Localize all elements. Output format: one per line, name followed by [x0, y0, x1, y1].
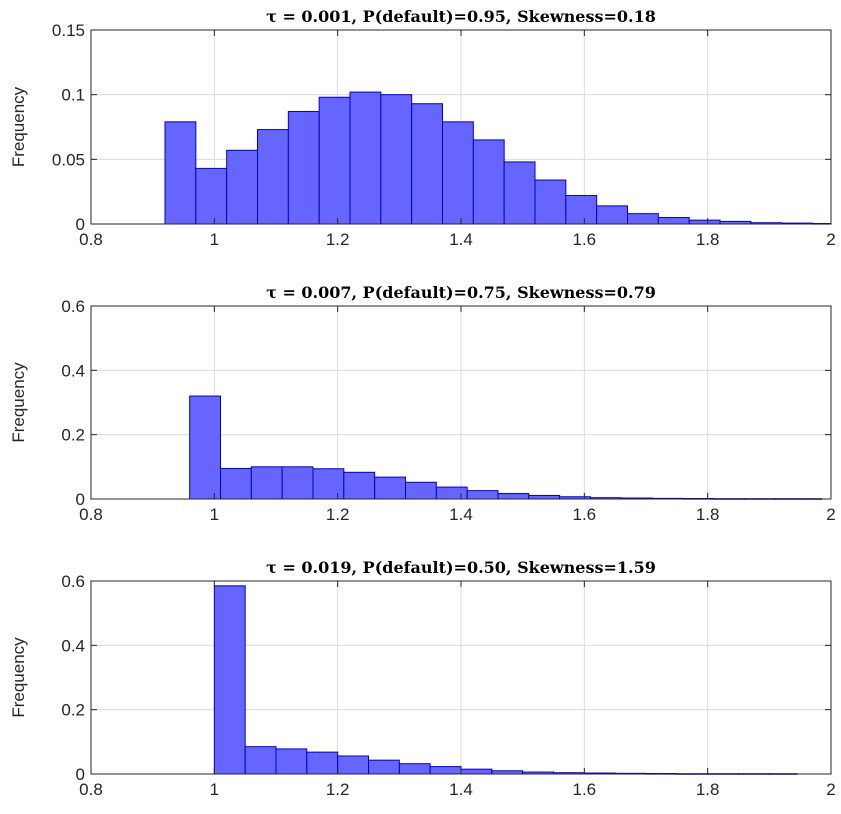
histogram-bar — [258, 130, 289, 224]
histogram-bar — [689, 220, 720, 224]
y-axis-label: Frequency — [9, 362, 28, 443]
histogram-bar — [369, 760, 400, 774]
y-tick-label: 0.15 — [52, 21, 85, 40]
x-tick-label: 1.6 — [573, 780, 597, 799]
histogram-bar — [227, 150, 258, 224]
histogram-bar — [350, 92, 381, 224]
histogram-bar — [504, 162, 535, 224]
histogram-panel-1: 0.8 1 1.2 1.4 1.6 1.8 200.050.10.15Frequencyτ … — [9, 7, 836, 249]
histogram-bar — [190, 396, 221, 499]
histogram-bar — [597, 206, 628, 224]
y-tick-label: 0 — [76, 215, 85, 234]
histogram-bar — [221, 468, 252, 499]
histogram-bar — [338, 756, 369, 774]
histogram-bar — [443, 122, 474, 224]
chart-title: τ = 0.019, P(default)=0.50, Skewness=1.5… — [266, 558, 656, 577]
y-tick-label: 0.2 — [61, 701, 85, 720]
x-tick-label: 1.6 — [573, 505, 597, 524]
x-tick-label: 1.6 — [573, 230, 597, 249]
x-tick-label: 1.8 — [696, 230, 720, 249]
histogram-bar — [307, 752, 338, 774]
x-tick-label: 2 — [826, 780, 835, 799]
histogram-bar — [498, 494, 529, 499]
histogram-bar — [251, 467, 282, 499]
x-tick-label: 1.8 — [696, 505, 720, 524]
y-tick-label: 0.1 — [61, 86, 85, 105]
y-tick-label: 0.6 — [61, 572, 85, 591]
histogram-bar — [566, 196, 597, 224]
y-tick-label: 0.2 — [61, 426, 85, 445]
x-tick-label: 2 — [826, 230, 835, 249]
y-axis-label: Frequency — [9, 637, 28, 718]
histogram-bar — [406, 482, 437, 499]
x-tick-label: 2 — [826, 505, 835, 524]
histogram-bar — [467, 491, 498, 499]
histogram-bar — [658, 218, 689, 224]
y-axis-label: Frequency — [9, 86, 28, 167]
chart-title: τ = 0.001, P(default)=0.95, Skewness=0.1… — [266, 7, 656, 26]
histogram-bar — [214, 586, 245, 774]
x-tick-label: 1.2 — [326, 230, 350, 249]
y-tick-label: 0 — [76, 490, 85, 509]
x-tick-label: 1.4 — [449, 230, 473, 249]
histogram-bar — [461, 769, 492, 774]
histogram-bar — [288, 111, 319, 224]
x-tick-label: 1.8 — [696, 780, 720, 799]
x-tick-label: 1.2 — [326, 505, 350, 524]
histogram-bar — [430, 767, 461, 774]
x-tick-label: 1 — [210, 780, 219, 799]
histogram-bar — [344, 472, 375, 499]
x-tick-label: 1.4 — [449, 505, 473, 524]
histogram-bar — [319, 97, 350, 224]
histogram-bar — [473, 140, 504, 224]
histogram-bar — [412, 104, 443, 224]
x-tick-label: 1 — [210, 230, 219, 249]
histogram-bar — [313, 469, 344, 499]
chart-title: τ = 0.007, P(default)=0.75, Skewness=0.7… — [266, 283, 656, 302]
histogram-bar — [245, 747, 276, 774]
histogram-bar — [529, 495, 560, 499]
histogram-bar — [535, 180, 566, 224]
y-tick-label: 0.4 — [61, 361, 85, 380]
histogram-bar — [282, 467, 313, 499]
x-tick-label: 1.2 — [326, 780, 350, 799]
histogram-bar — [381, 95, 412, 224]
histogram-bar — [196, 168, 227, 224]
x-tick-label: 1.4 — [449, 780, 473, 799]
y-tick-label: 0.6 — [61, 297, 85, 316]
y-tick-label: 0 — [76, 765, 85, 784]
histogram-bar — [436, 487, 467, 499]
histogram-bar — [399, 764, 430, 774]
x-tick-label: 1 — [210, 505, 219, 524]
y-tick-label: 0.05 — [52, 150, 85, 169]
histogram-bar — [628, 214, 659, 224]
histogram-bar — [276, 749, 307, 774]
y-tick-label: 0.4 — [61, 636, 85, 655]
histogram-bar — [165, 122, 196, 224]
histogram-bar — [375, 477, 406, 499]
